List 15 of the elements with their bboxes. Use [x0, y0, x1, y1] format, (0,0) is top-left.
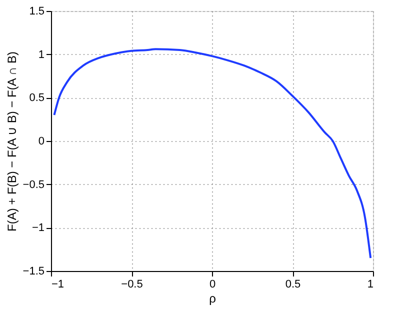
x-tick-label: −1 — [52, 278, 64, 290]
y-tick-label: −0.5 — [22, 178, 44, 191]
y-tick-label: 1.5 — [29, 6, 44, 18]
x-tick-label: 0 — [209, 278, 216, 290]
y-tick-label: −1 — [32, 222, 44, 234]
x-tick-label: 0.5 — [285, 278, 301, 290]
y-tick-label: 1 — [38, 48, 44, 61]
y-axis-title: F(A) + F(B) − F(A ∪ B) − F(A ∩ B) — [4, 52, 19, 232]
y-tick-label: −1.5 — [22, 266, 44, 278]
y-tick-label: 0.5 — [29, 92, 44, 104]
y-tick-label: 0 — [38, 136, 44, 148]
x-tick-label: −0.5 — [121, 278, 143, 290]
line-series — [53, 48, 372, 259]
x-tick-label: 1 — [367, 278, 374, 290]
x-axis-title: ρ — [209, 292, 216, 306]
